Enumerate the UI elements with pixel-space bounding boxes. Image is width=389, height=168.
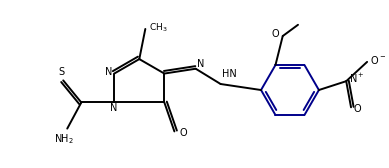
Text: HN: HN — [222, 69, 237, 79]
Text: S: S — [58, 67, 64, 77]
Text: O: O — [354, 104, 361, 114]
Text: N: N — [110, 103, 117, 113]
Text: N$^+$: N$^+$ — [349, 72, 364, 85]
Text: O$^-$: O$^-$ — [370, 54, 385, 66]
Text: O: O — [271, 29, 279, 39]
Text: CH$_3$: CH$_3$ — [149, 22, 168, 34]
Text: N: N — [197, 58, 205, 69]
Text: O: O — [179, 128, 187, 138]
Text: NH$_2$: NH$_2$ — [54, 133, 74, 146]
Text: N: N — [105, 67, 113, 77]
